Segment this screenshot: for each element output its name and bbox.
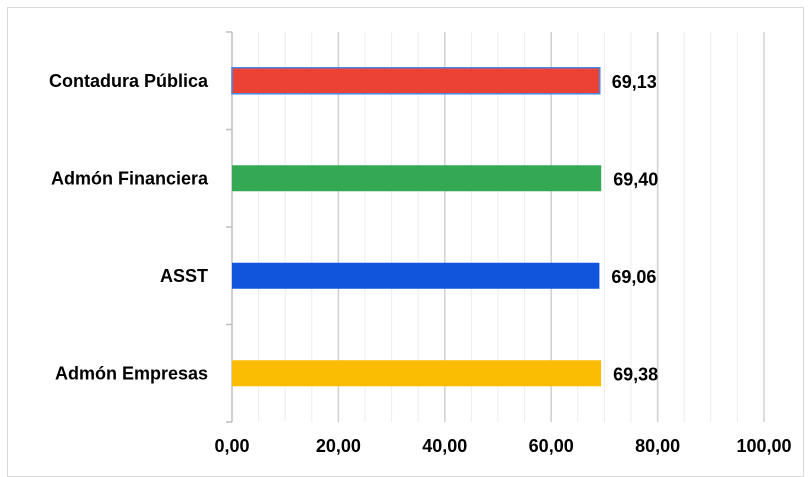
bar	[232, 262, 600, 289]
data-label: 69,13	[612, 72, 657, 92]
label-layer: 0,00 20,00 40,00 60,00 80,00 100,00 Contadura …	[49, 71, 792, 456]
bar-chart: 0,00 20,00 40,00 60,00 80,00 100,00 Contadura …	[49, 31, 792, 456]
x-tick-label: 0,00	[214, 436, 249, 456]
x-tick-label: 80,00	[635, 436, 680, 456]
grid-layer	[258, 32, 765, 422]
category-label: Admón Empresas	[55, 363, 208, 383]
data-label: 69,38	[613, 364, 658, 384]
x-tick-label: 100,00	[736, 436, 791, 456]
category-label: Admón Financiera	[51, 168, 209, 188]
bar	[231, 67, 601, 95]
x-tick-label: 60,00	[529, 436, 574, 456]
bar	[232, 165, 602, 192]
axis-layer	[226, 31, 233, 423]
data-label: 69,06	[611, 267, 656, 287]
category-label: ASST	[160, 266, 208, 286]
category-label: Contadura Pública	[49, 71, 209, 91]
data-label: 69,40	[613, 169, 658, 189]
x-tick-label: 20,00	[316, 436, 361, 456]
bar-layer	[231, 67, 602, 387]
x-tick-label: 40,00	[422, 436, 467, 456]
bar	[232, 360, 602, 387]
